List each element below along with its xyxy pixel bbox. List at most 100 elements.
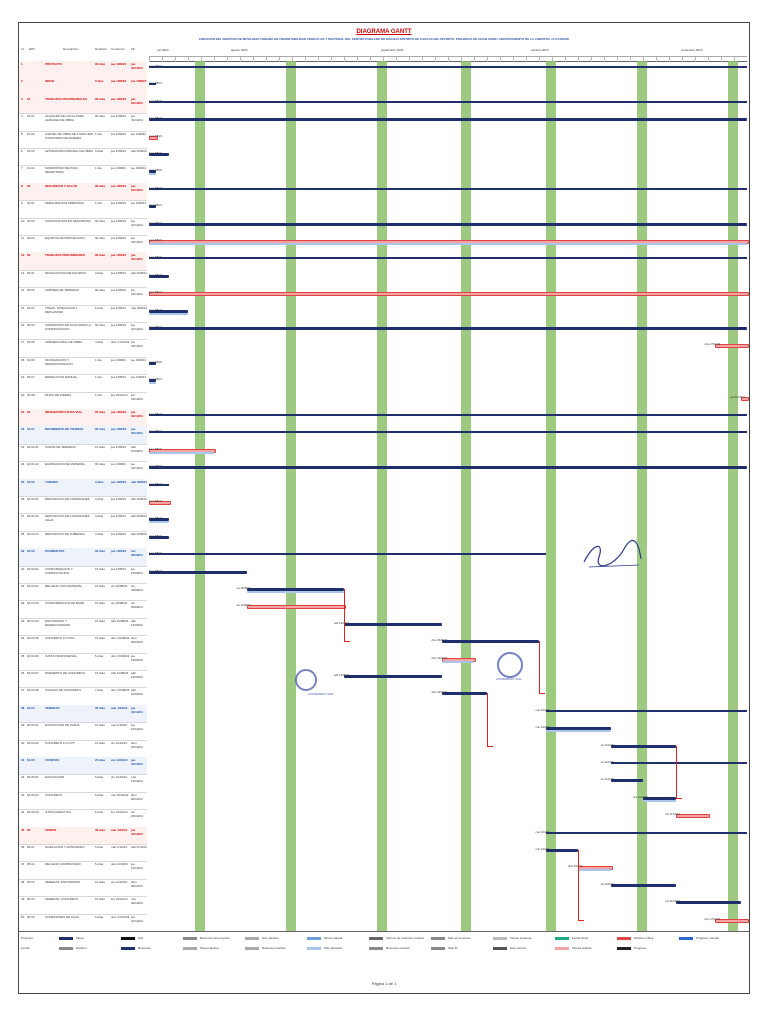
legend-item: Progreso	[634, 946, 647, 950]
weekend-stripe	[376, 61, 387, 931]
timescale-tick	[695, 57, 696, 62]
task-bar	[149, 222, 747, 226]
stamp-text: CONSORCIO VIAL	[496, 677, 522, 681]
row-end: sáb 3/08/24	[131, 479, 148, 484]
table-row: 4 01.01 ALQUILER DE LOCAL PARA ALMACEN DE …	[19, 113, 147, 132]
weekend-stripe	[636, 61, 647, 931]
row-dur: 4 días	[95, 340, 104, 345]
row-id: 22	[21, 427, 25, 432]
table-row: 47 05.02 RELLENO COMPACTADO 5 días dom 6/10/…	[19, 861, 147, 880]
row-end: jue 31/10/24	[131, 323, 143, 331]
row-end: sáb 3/08/24	[131, 514, 147, 519]
row-id: 33	[21, 618, 25, 623]
legend-swatch	[245, 947, 259, 950]
row-id: 15	[21, 305, 25, 310]
row-id: 31	[21, 584, 25, 588]
row-name: CONCRETO	[45, 792, 63, 797]
row-id: 44	[21, 810, 25, 815]
row-start: sáb 31/08/24	[111, 618, 129, 623]
bar-date-label: mar 1/10/24	[535, 726, 550, 730]
legend-item: Hito externo	[510, 946, 527, 950]
legend-item: Resumen	[138, 946, 151, 950]
table-row: 13 03.01 MOVILIZACION DE EQUIPOS 3 días jue …	[19, 270, 147, 289]
task-bar	[714, 918, 749, 923]
row-end: jue 1/08/24	[131, 201, 146, 206]
row-start: vie 11/10/24	[111, 758, 128, 762]
legend-item: Sólo fin	[448, 946, 459, 950]
row-name: TUBERIA	[45, 479, 59, 484]
table-row: 42 04.05.01 EXCAVACION 5 días vie 11/10/24 ma…	[19, 774, 147, 793]
task-bar	[149, 170, 156, 174]
bar-date-label: vie 11/10/24	[600, 761, 615, 764]
row-name: VARIOS	[45, 827, 57, 832]
row-start: jue 1/08/24	[111, 549, 127, 554]
timescale-tick	[708, 57, 709, 62]
row-edt: 03.04	[27, 323, 35, 327]
table-row: 14 03.02 LIMPIEZA DE TERRENO 90 días jue 1/0…	[19, 287, 147, 306]
row-dur: 90 días	[95, 462, 105, 467]
row-dur: 30 días	[95, 705, 106, 710]
bar-date-label: mar 1/10/24	[535, 708, 550, 712]
row-edt: 04.03	[27, 549, 35, 554]
row-edt: 02.01	[27, 201, 35, 206]
row-dur: 10 días	[95, 723, 105, 728]
weekend-stripe	[727, 61, 738, 931]
legend-item: Resumen manual	[386, 946, 410, 950]
row-start: jue 1/08/24	[111, 427, 127, 432]
row-dur: 90 días	[95, 427, 106, 432]
row-edt: 02.02	[27, 218, 35, 223]
summary-bar	[545, 709, 747, 712]
table-row: 22 04.01 MOVIMIENTO DE TIERRAS 90 días jue 1…	[19, 426, 147, 445]
legend-item: Fecha límite	[572, 936, 589, 940]
legend-item: Resumen inactivo	[262, 946, 286, 950]
header-duration: Duración	[95, 47, 108, 51]
row-name: SUMINISTRO DE AGUA PARA LA CONSTRUCCION	[45, 323, 91, 331]
bar-date-label: jue 1/08/24	[149, 569, 162, 573]
timescale-tick	[201, 57, 202, 62]
row-start: dom 15/09/24	[111, 653, 130, 658]
row-id: 26	[21, 497, 25, 501]
summary-bar	[149, 414, 747, 416]
table-row: 23 04.01.01 CORTE DE TERRENO 10 días jue 1/0…	[19, 444, 147, 463]
weekend-stripe	[194, 61, 205, 931]
row-id: 23	[21, 444, 25, 449]
table-row: 36 04.03.07 PAVIMENTO DE CONCRETO 15 días sá…	[19, 670, 147, 689]
row-edt: 03.08	[27, 392, 35, 397]
timescale-tick	[721, 57, 722, 62]
table-header: Id EDT Descripción Duración Comienzo Fin	[19, 47, 147, 62]
row-id: 29	[21, 549, 25, 554]
row-edt: 01.01	[27, 114, 35, 119]
table-row: 10 02.02 CAPACITACION EN SEGURIDAD 90 días j…	[19, 218, 147, 236]
task-bar	[149, 518, 169, 522]
row-end: mar 15/10/24	[131, 775, 143, 784]
timescale-tick	[682, 57, 683, 62]
row-start: jue 1/08/24	[111, 305, 126, 310]
month-label: septiembre 2024	[381, 48, 404, 52]
row-end: dom 29/09/24	[131, 636, 143, 645]
legend-swatch	[679, 937, 693, 940]
table-row: 28 04.02.03 REPOSICION DE TUBERIAS 3 días ju…	[19, 531, 147, 550]
dependency-link	[487, 745, 493, 747]
bar-date-label: jue 1/08/24	[149, 326, 162, 329]
table-row: 31 04.03.02 RELLENO CON MATERIAL 15 días vie…	[19, 583, 147, 602]
row-edt: 04.01.02	[27, 462, 39, 467]
row-start: jue 1/08/24	[111, 96, 127, 101]
row-edt: 04.02.03	[27, 531, 39, 536]
row-name: PAVIMENTO DE CONCRETO	[45, 671, 86, 675]
row-end: jue 1/08/24	[131, 166, 146, 171]
dependency-link	[675, 745, 677, 798]
row-edt: 01.03	[27, 149, 35, 153]
row-name: SUMINISTRO DE POZA RECEPTORA	[45, 166, 78, 175]
gantt-document: DIAGRAMA GANTT CREACION DEL SERVICIO DE …	[18, 22, 750, 994]
row-end: vie 30/08/24	[131, 601, 143, 610]
row-id: 11	[21, 236, 25, 240]
bar-date-label: jue 1/08/24	[149, 482, 162, 486]
row-dur: 3 días	[95, 479, 104, 484]
row-name: VEREDAS	[45, 705, 60, 710]
row-end: lun 30/09/24	[131, 549, 143, 558]
timescale-tick	[435, 57, 436, 62]
row-start: jue 1/08/24	[111, 410, 127, 414]
baseline-bar	[545, 730, 611, 733]
row-id: 38	[21, 705, 25, 710]
bar-date-label: vie 16/08/24	[236, 587, 251, 590]
